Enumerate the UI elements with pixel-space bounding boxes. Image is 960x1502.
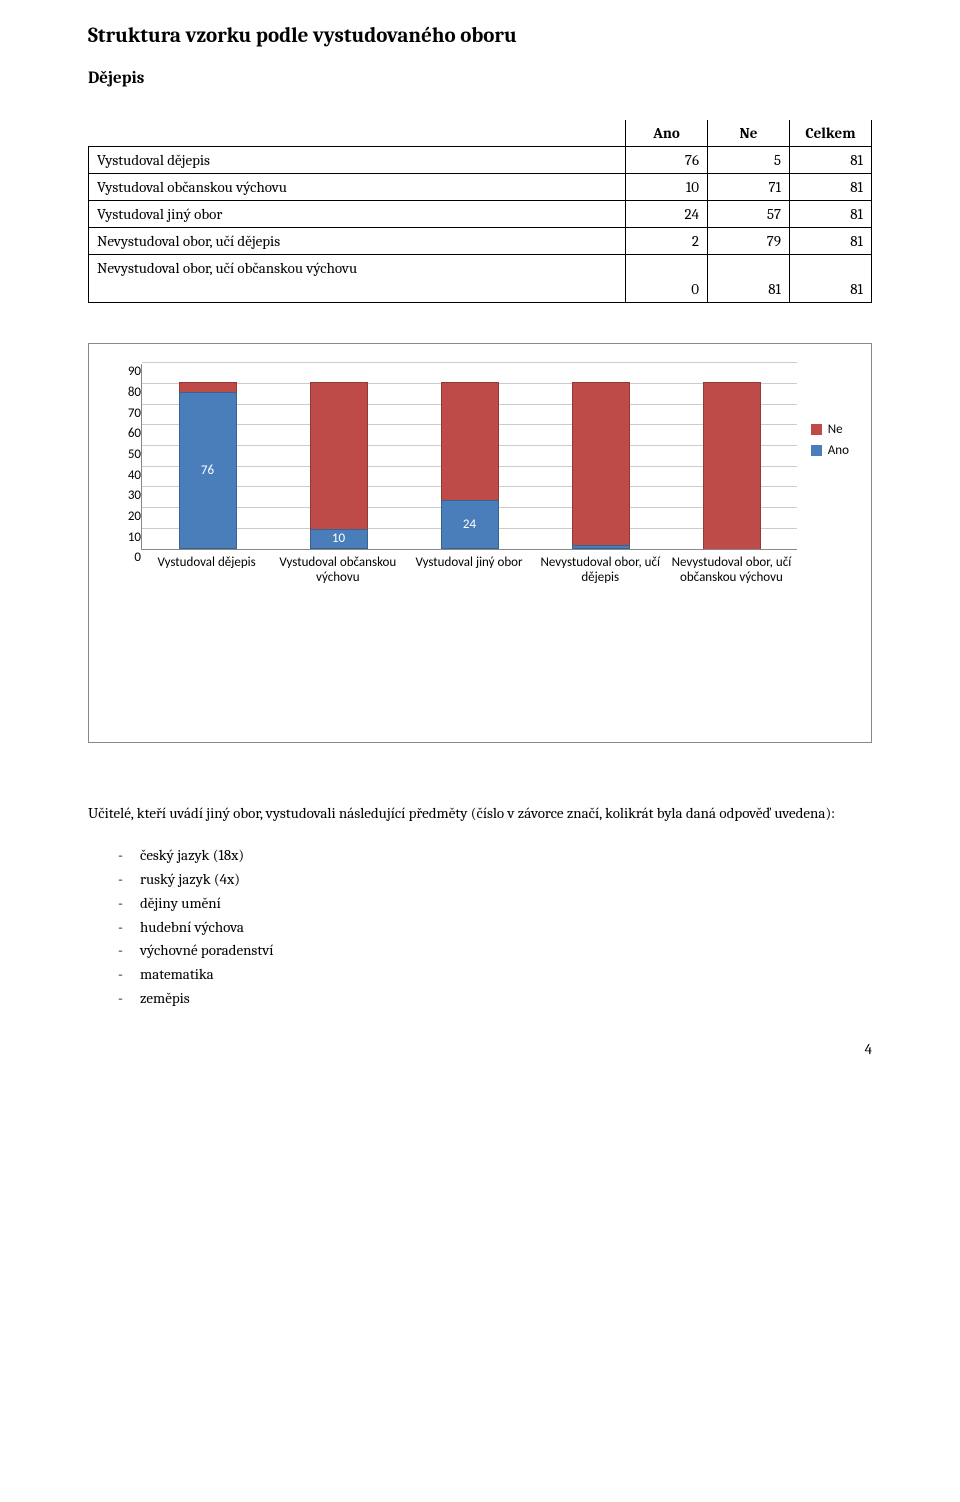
x-axis-labels: Vystudoval dějepisVystudoval občanskou v…	[141, 550, 797, 586]
row-label: Vystudoval jiný obor	[89, 201, 626, 228]
y-axis: 0102030405060708090	[113, 364, 141, 550]
table-header: Ano	[626, 120, 708, 147]
paragraph: Učitelé, kteří uvádí jiný obor, vystudov…	[88, 803, 872, 823]
table-row: Vystudoval jiný obor 24 57 81	[89, 201, 872, 228]
list-item: výchovné poradenství	[88, 940, 872, 962]
table-header: Celkem	[790, 120, 872, 147]
bullet-list: český jazyk (18x)ruský jazyk (4x)dějiny …	[88, 845, 872, 1009]
bar-value-label: 76	[201, 463, 214, 478]
x-axis-label: Vystudoval občanskou výchovu	[272, 556, 403, 586]
legend-label: Ne	[828, 422, 843, 437]
bar-segment-ne	[572, 382, 630, 545]
cell: 81	[790, 147, 872, 174]
row-label: Nevystudoval obor, učí občanskou výchovu	[89, 255, 626, 303]
cell: 24	[626, 201, 708, 228]
bar-stack: 24	[441, 382, 499, 549]
table-header: Ne	[708, 120, 790, 147]
row-label: Nevystudoval obor, učí dějepis	[89, 228, 626, 255]
cell: 2	[626, 228, 708, 255]
row-label: Vystudoval dějepis	[89, 147, 626, 174]
bar-slot: 24	[404, 364, 535, 549]
gridline	[142, 362, 797, 363]
list-item: ruský jazyk (4x)	[88, 869, 872, 891]
x-axis-label: Vystudoval jiný obor	[403, 556, 534, 586]
bar-stack: 2	[572, 382, 630, 549]
bar-stack: 76	[179, 382, 237, 549]
plot-area: 76 10 24 2 0	[141, 364, 797, 550]
table-row: Nevystudoval obor, učí občanskou výchovu…	[89, 255, 872, 303]
cell: 81	[790, 228, 872, 255]
bar-segment-ano: 76	[179, 392, 237, 549]
cell: 0	[626, 255, 708, 303]
list-item: český jazyk (18x)	[88, 845, 872, 867]
cell: 81	[708, 255, 790, 303]
x-axis-label: Nevystudoval obor, učí dějepis	[535, 556, 666, 586]
row-label: Vystudoval občanskou výchovu	[89, 174, 626, 201]
table-row: Nevystudoval obor, učí dějepis 2 79 81	[89, 228, 872, 255]
bar-segment-ano: 10	[310, 529, 368, 550]
bar-value-label: 24	[463, 517, 476, 532]
list-item: matematika	[88, 964, 872, 986]
bar-segment-ne	[310, 382, 368, 529]
cell: 71	[708, 174, 790, 201]
table-row: Vystudoval občanskou výchovu 10 71 81	[89, 174, 872, 201]
bar-segment-ne	[179, 382, 237, 392]
cell: 81	[790, 201, 872, 228]
bar-stack: 10	[310, 382, 368, 549]
list-item: dějiny umění	[88, 893, 872, 915]
bar-value-label: 10	[332, 531, 345, 546]
list-item: zeměpis	[88, 988, 872, 1010]
data-table: Ano Ne Celkem Vystudoval dějepis 76 5 81…	[88, 120, 872, 303]
bar-slot: 10	[273, 364, 404, 549]
table-row: Vystudoval dějepis 76 5 81	[89, 147, 872, 174]
bar-slot: 2	[535, 364, 666, 549]
x-axis-label: Nevystudoval obor, učí občanskou výchovu	[666, 556, 797, 586]
legend-item: Ne	[811, 422, 849, 437]
list-item: hudební výchova	[88, 917, 872, 939]
cell: 79	[708, 228, 790, 255]
bar-segment-ne	[703, 382, 761, 549]
page-title: Struktura vzorku podle vystudovaného obo…	[88, 24, 872, 49]
cell: 76	[626, 147, 708, 174]
stacked-bar-chart: 0102030405060708090 76 10 24 2 0 Vystudoval …	[88, 343, 872, 743]
bar-segment-ano: 24	[441, 500, 499, 550]
bar-segment-ano: 2	[572, 545, 630, 549]
cell: 81	[790, 255, 872, 303]
bar-slot: 76	[142, 364, 273, 549]
x-axis-label: Vystudoval dějepis	[141, 556, 272, 586]
cell: 57	[708, 201, 790, 228]
bar-segment-ne	[441, 382, 499, 500]
cell: 81	[790, 174, 872, 201]
legend-swatch	[811, 424, 822, 435]
section-subtitle: Dějepis	[88, 69, 872, 88]
table-header-blank	[89, 120, 626, 147]
bar-stack: 0	[703, 382, 761, 549]
cell: 5	[708, 147, 790, 174]
cell: 10	[626, 174, 708, 201]
legend-swatch	[811, 445, 822, 456]
page-number: 4	[88, 1040, 872, 1058]
legend-label: Ano	[828, 443, 849, 458]
legend-item: Ano	[811, 443, 849, 458]
chart-legend: Ne Ano	[811, 416, 849, 464]
bar-slot: 0	[666, 364, 797, 549]
